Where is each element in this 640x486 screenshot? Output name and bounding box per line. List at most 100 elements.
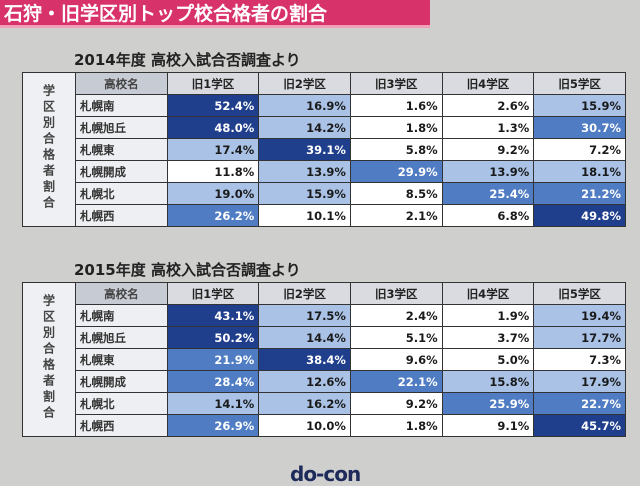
value-cell: 38.4%	[258, 348, 351, 371]
column-header: 旧1学区	[166, 72, 260, 95]
school-name: 札幌北	[75, 182, 168, 205]
value-cell: 25.9%	[441, 392, 535, 415]
value-cell: 22.7%	[533, 392, 626, 415]
school-name: 札幌東	[75, 348, 168, 371]
value-cell: 52.4%	[166, 94, 260, 117]
value-cell: 30.7%	[533, 116, 626, 139]
school-name: 札幌北	[75, 392, 168, 415]
value-cell: 10.0%	[258, 414, 351, 437]
side-label-cell: 学区別合格者割合	[22, 282, 76, 437]
value-cell: 16.2%	[258, 392, 351, 415]
value-cell: 9.6%	[349, 348, 443, 371]
column-header: 旧5学区	[533, 72, 626, 95]
value-cell: 1.8%	[349, 414, 443, 437]
value-cell: 26.9%	[166, 414, 260, 437]
value-cell: 5.8%	[349, 138, 443, 161]
value-cell: 15.9%	[258, 182, 351, 205]
value-cell: 48.0%	[166, 116, 260, 139]
table-caption: 2014年度 高校入試合否調査より	[74, 51, 301, 69]
value-cell: 11.8%	[166, 160, 260, 183]
value-cell: 19.4%	[533, 304, 626, 327]
value-cell: 49.8%	[533, 204, 626, 227]
data-table: 学区別合格者割合 高校名 旧1学区 旧2学区 旧3学区 旧4学区 旧5学区 札幌南 43.1% 1…	[22, 282, 626, 437]
table-row: 札幌開成 11.8% 13.9% 29.9% 13.9% 18.1%	[23, 160, 626, 183]
value-cell: 2.6%	[441, 94, 535, 117]
value-cell: 19.0%	[166, 182, 260, 205]
column-header: 旧5学区	[533, 282, 626, 305]
value-cell: 16.9%	[258, 94, 351, 117]
value-cell: 29.9%	[349, 160, 443, 183]
value-cell: 28.4%	[166, 370, 260, 393]
column-header: 旧1学区	[166, 282, 260, 305]
footer-logo: do-con	[290, 462, 361, 486]
table-row: 札幌南 52.4% 16.9% 1.6% 2.6% 15.9%	[23, 94, 626, 117]
value-cell: 18.1%	[533, 160, 626, 183]
table-row: 札幌北 19.0% 15.9% 8.5% 25.4% 21.2%	[23, 182, 626, 205]
value-cell: 10.1%	[258, 204, 351, 227]
table-row: 札幌開成 28.4% 12.6% 22.1% 15.8% 17.9%	[23, 370, 626, 393]
value-cell: 13.9%	[258, 160, 351, 183]
value-cell: 17.7%	[533, 326, 626, 349]
table-caption: 2015年度 高校入試合否調査より	[74, 261, 301, 279]
value-cell: 14.1%	[166, 392, 260, 415]
table-block: 2015年度 高校入試合否調査より学区別合格者割合 高校名 旧1学区 旧2学区 旧3学区…	[22, 258, 626, 437]
column-header: 旧3学区	[349, 282, 443, 305]
school-name: 札幌開成	[75, 160, 168, 183]
side-label: 学区別合格者割合	[41, 84, 56, 212]
table-row: 札幌北 14.1% 16.2% 9.2% 25.9% 22.7%	[23, 392, 626, 415]
value-cell: 1.9%	[441, 304, 535, 327]
value-cell: 12.6%	[258, 370, 351, 393]
value-cell: 22.1%	[349, 370, 443, 393]
side-label-cell: 学区別合格者割合	[22, 72, 76, 227]
value-cell: 9.2%	[441, 138, 535, 161]
value-cell: 15.9%	[533, 94, 626, 117]
value-cell: 39.1%	[258, 138, 351, 161]
header-row: 学区別合格者割合 高校名 旧1学区 旧2学区 旧3学区 旧4学区 旧5学区	[22, 72, 626, 227]
value-cell: 26.2%	[166, 204, 260, 227]
table-row: 札幌西 26.2% 10.1% 2.1% 6.8% 49.8%	[23, 204, 626, 227]
table-row: 札幌旭丘 50.2% 14.4% 5.1% 3.7% 17.7%	[23, 326, 626, 349]
side-label: 学区別合格者割合	[41, 294, 56, 422]
value-cell: 2.4%	[349, 304, 443, 327]
value-cell: 25.4%	[441, 182, 535, 205]
column-header: 旧2学区	[258, 282, 351, 305]
value-cell: 17.5%	[258, 304, 351, 327]
table-row: 札幌旭丘 48.0% 14.2% 1.8% 1.3% 30.7%	[23, 116, 626, 139]
value-cell: 43.1%	[166, 304, 260, 327]
value-cell: 21.2%	[533, 182, 626, 205]
column-header: 旧2学区	[258, 72, 351, 95]
value-cell: 5.1%	[349, 326, 443, 349]
column-header: 旧3学区	[349, 72, 443, 95]
school-name: 札幌旭丘	[75, 326, 168, 349]
value-cell: 14.4%	[258, 326, 351, 349]
value-cell: 15.8%	[441, 370, 535, 393]
value-cell: 17.9%	[533, 370, 626, 393]
value-cell: 6.8%	[441, 204, 535, 227]
school-name: 札幌南	[75, 94, 168, 117]
value-cell: 9.1%	[441, 414, 535, 437]
value-cell: 3.7%	[441, 326, 535, 349]
value-cell: 45.7%	[533, 414, 626, 437]
school-name: 札幌南	[75, 304, 168, 327]
value-cell: 17.4%	[166, 138, 260, 161]
value-cell: 21.9%	[166, 348, 260, 371]
school-name: 札幌西	[75, 414, 168, 437]
table-row: 札幌東 21.9% 38.4% 9.6% 5.0% 7.3%	[23, 348, 626, 371]
value-cell: 2.1%	[349, 204, 443, 227]
data-table: 学区別合格者割合 高校名 旧1学区 旧2学区 旧3学区 旧4学区 旧5学区 札幌南 52.4% 1…	[22, 72, 626, 227]
value-cell: 7.3%	[533, 348, 626, 371]
column-header: 旧4学区	[441, 282, 535, 305]
column-header: 旧4学区	[441, 72, 535, 95]
table-block: 2014年度 高校入試合否調査より学区別合格者割合 高校名 旧1学区 旧2学区 旧3学区…	[22, 48, 626, 227]
value-cell: 1.6%	[349, 94, 443, 117]
column-header: 高校名	[75, 72, 168, 95]
column-header: 高校名	[75, 282, 168, 305]
page-title: 石狩・旧学区別トップ校合格者の割合	[0, 0, 430, 28]
header-row: 学区別合格者割合 高校名 旧1学区 旧2学区 旧3学区 旧4学区 旧5学区	[22, 282, 626, 437]
table-row: 札幌南 43.1% 17.5% 2.4% 1.9% 19.4%	[23, 304, 626, 327]
school-name: 札幌旭丘	[75, 116, 168, 139]
value-cell: 50.2%	[166, 326, 260, 349]
value-cell: 1.8%	[349, 116, 443, 139]
value-cell: 8.5%	[349, 182, 443, 205]
value-cell: 14.2%	[258, 116, 351, 139]
